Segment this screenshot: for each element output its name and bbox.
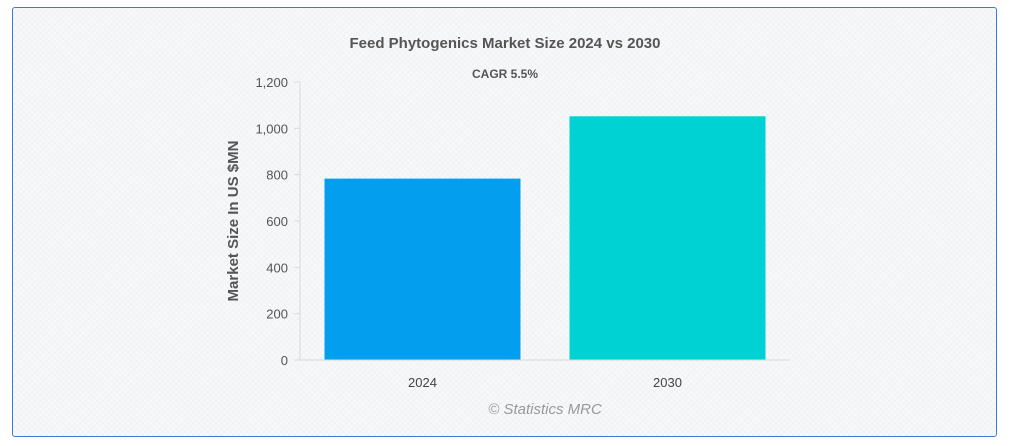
x-axis-ticks: 2024 2030	[408, 375, 682, 390]
y-tick-label: 200	[266, 307, 288, 322]
y-tick-label: 600	[266, 214, 288, 229]
chart-subtitle: CAGR 5.5%	[472, 67, 538, 81]
y-tick-label: 800	[266, 168, 288, 183]
credit-text: © Statistics MRC	[488, 401, 602, 418]
x-tick-label: 2030	[653, 375, 682, 390]
bar-2024	[324, 178, 521, 360]
y-tick-label: 400	[266, 260, 288, 275]
y-tick-label: 0	[281, 353, 288, 368]
y-axis-label: Market Size In US $MN	[225, 141, 242, 302]
bars	[324, 116, 766, 360]
y-tick-label: 1,200	[255, 75, 288, 90]
x-tick-label: 2024	[408, 375, 437, 390]
bar-2030	[569, 116, 766, 360]
y-tick-label: 1,000	[255, 121, 288, 136]
chart-title: Feed Phytogenics Market Size 2024 vs 203…	[350, 35, 661, 52]
y-axis-ticks: 0 200 400 600 800 1,000 1,200	[255, 75, 300, 368]
